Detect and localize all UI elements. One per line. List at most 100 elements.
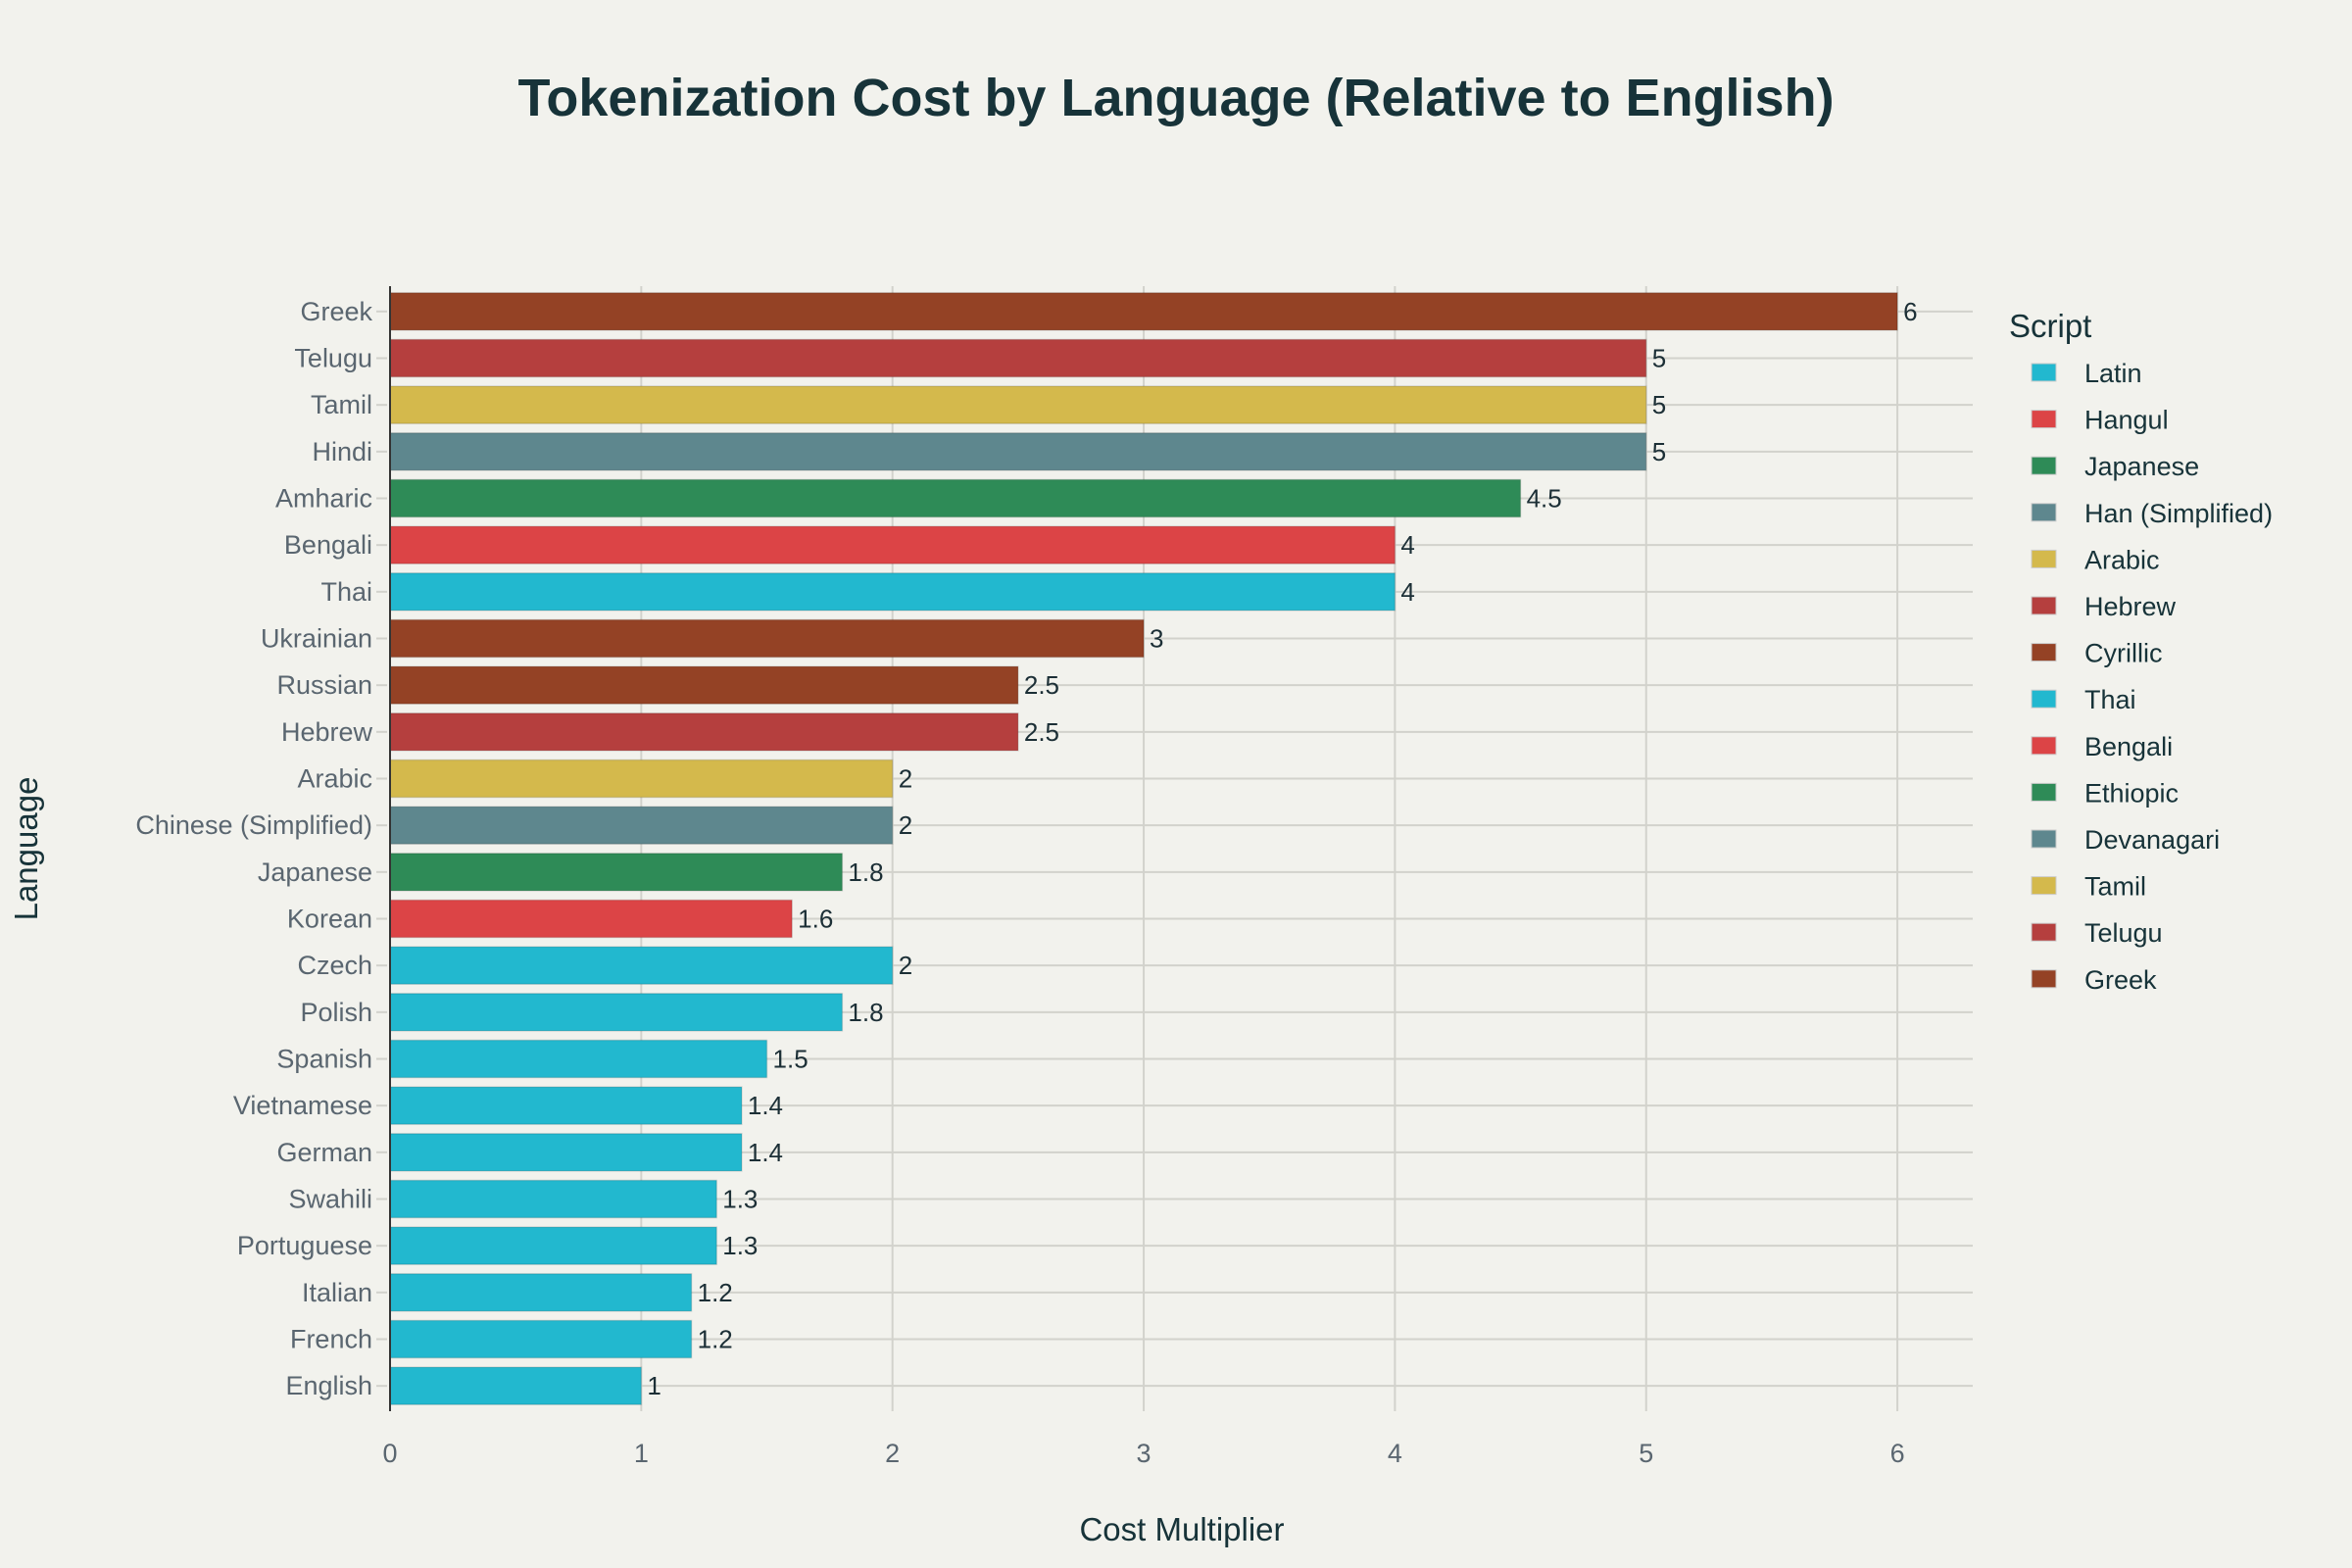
- legend-item[interactable]: Thai: [2031, 685, 2136, 714]
- legend-label: Arabic: [2084, 545, 2160, 574]
- bar-vietnamese[interactable]: [389, 1086, 743, 1125]
- legend-item[interactable]: Arabic: [2031, 545, 2160, 574]
- legend-item[interactable]: Han (Simplified): [2031, 499, 2273, 528]
- bar-russian[interactable]: [389, 665, 1019, 705]
- chart-title: Tokenization Cost by Language (Relative …: [517, 69, 1834, 127]
- legend-label: Devanagari: [2084, 825, 2220, 855]
- legend-swatch: [2031, 410, 2057, 429]
- bar-spanish[interactable]: [389, 1039, 768, 1079]
- y-tick-label: Hebrew: [281, 717, 373, 747]
- bar-value-label: 5: [1652, 437, 1666, 466]
- x-tick-label: 2: [885, 1439, 900, 1468]
- legend-item[interactable]: Tamil: [2031, 872, 2146, 902]
- bar-chinese-simplified-[interactable]: [389, 806, 894, 845]
- legend-item[interactable]: Hangul: [2031, 406, 2169, 435]
- y-axis-title: Language: [8, 777, 44, 921]
- bar-value-label: 4.5: [1527, 484, 1562, 514]
- bar-tamil[interactable]: [389, 385, 1647, 424]
- y-tick-label: Italian: [302, 1278, 372, 1307]
- legend-swatch: [2031, 643, 2057, 662]
- y-tick-label: Ukrainian: [261, 624, 372, 654]
- x-tick-label: 6: [1890, 1439, 1905, 1468]
- legend-label: Telugu: [2084, 918, 2163, 948]
- legend-label: Han (Simplified): [2084, 499, 2273, 528]
- y-tick-label: Thai: [320, 577, 372, 607]
- bar-thai[interactable]: [389, 572, 1396, 612]
- bar-portuguese[interactable]: [389, 1226, 718, 1265]
- bar-value-label: 1.2: [698, 1325, 733, 1354]
- legend-swatch: [2031, 922, 2057, 942]
- y-tick-label: Bengali: [284, 530, 372, 560]
- bar-hindi[interactable]: [389, 432, 1647, 471]
- legend-label: Hangul: [2084, 406, 2169, 435]
- x-axis-ticks: 0 1 2 3 4 5 6: [382, 1439, 1904, 1468]
- bar-hebrew[interactable]: [389, 712, 1019, 752]
- legend-swatch: [2031, 549, 2057, 568]
- bar-german[interactable]: [389, 1133, 743, 1172]
- y-tick-label: French: [290, 1325, 372, 1354]
- bar-value-label: 2.5: [1024, 717, 1059, 747]
- legend-swatch: [2031, 596, 2057, 615]
- y-tick-label: Czech: [297, 951, 372, 980]
- legend-item[interactable]: Ethiopic: [2031, 778, 2179, 808]
- legend-item[interactable]: Latin: [2031, 359, 2142, 388]
- y-axis-ticks: Greek Telugu Tamil Hindi Amharic Bengali Thai U…: [135, 297, 387, 1400]
- y-tick-label: Telugu: [294, 344, 372, 373]
- bar-value-label: 6: [1903, 297, 1917, 326]
- bar-value-label: 4: [1400, 530, 1414, 560]
- legend-label: Latin: [2084, 359, 2142, 388]
- bar-bengali[interactable]: [389, 525, 1396, 564]
- bar-swahili[interactable]: [389, 1179, 718, 1219]
- legend-item[interactable]: Hebrew: [2031, 592, 2177, 621]
- y-tick-label: Greek: [300, 297, 372, 326]
- bar-value-label: 2: [899, 810, 912, 840]
- legend-item[interactable]: Cyrillic: [2031, 639, 2162, 668]
- legend-label: Tamil: [2084, 872, 2146, 902]
- legend-item[interactable]: Japanese: [2031, 452, 2199, 481]
- bar-arabic[interactable]: [389, 759, 894, 799]
- bar-english[interactable]: [389, 1366, 643, 1405]
- legend-item[interactable]: Greek: [2031, 965, 2157, 995]
- bar-value-label: 5: [1652, 390, 1666, 419]
- legend-swatch: [2031, 782, 2057, 802]
- legend-label: Thai: [2084, 685, 2136, 714]
- bar-telugu[interactable]: [389, 338, 1647, 378]
- y-tick-label: Chinese (Simplified): [135, 810, 372, 840]
- y-tick-label: Swahili: [288, 1185, 372, 1214]
- x-tick-label: 3: [1137, 1439, 1152, 1468]
- bar-korean[interactable]: [389, 899, 793, 939]
- bar-polish[interactable]: [389, 993, 844, 1032]
- bar-value-label: 1.8: [848, 858, 883, 887]
- bar-japanese[interactable]: [389, 853, 844, 892]
- legend-swatch: [2031, 456, 2057, 475]
- legend-label: Hebrew: [2084, 592, 2177, 621]
- legend-label: Japanese: [2084, 452, 2199, 481]
- legend-swatch: [2031, 689, 2057, 709]
- legend-item[interactable]: Bengali: [2031, 732, 2173, 761]
- y-tick-label: Vietnamese: [233, 1091, 372, 1120]
- bar-value-label: 1.3: [722, 1185, 758, 1214]
- legend: Script Latin Hangul Japanese Han (Simplifie…: [2009, 308, 2273, 995]
- bar-amharic[interactable]: [389, 478, 1522, 518]
- x-tick-label: 5: [1639, 1439, 1653, 1468]
- bar-value-label: 1.6: [798, 905, 833, 934]
- bar-french[interactable]: [389, 1319, 693, 1359]
- legend-label: Ethiopic: [2084, 778, 2179, 808]
- bar-ukrainian[interactable]: [389, 618, 1145, 659]
- bar-italian[interactable]: [389, 1273, 693, 1312]
- legend-item[interactable]: Telugu: [2031, 918, 2163, 948]
- bars: 6 5 5 5 4.5 4 4 3 2.5 2.5 2 2 1.8 1.6 2 1.8 1.5 1.4 1.4 1.3…: [389, 292, 1918, 1405]
- bar-value-label: 1: [647, 1371, 661, 1400]
- legend-swatch: [2031, 829, 2057, 849]
- bar-value-label: 1.4: [748, 1138, 783, 1167]
- legend-item[interactable]: Devanagari: [2031, 825, 2220, 855]
- bar-greek[interactable]: [389, 292, 1898, 331]
- legend-swatch: [2031, 503, 2057, 522]
- legend-swatch: [2031, 363, 2057, 382]
- x-tick-label: 1: [634, 1439, 649, 1468]
- y-tick-label: German: [276, 1138, 372, 1167]
- bar-value-label: 5: [1652, 344, 1666, 373]
- bar-value-label: 4: [1400, 577, 1414, 607]
- bar-czech[interactable]: [389, 946, 894, 985]
